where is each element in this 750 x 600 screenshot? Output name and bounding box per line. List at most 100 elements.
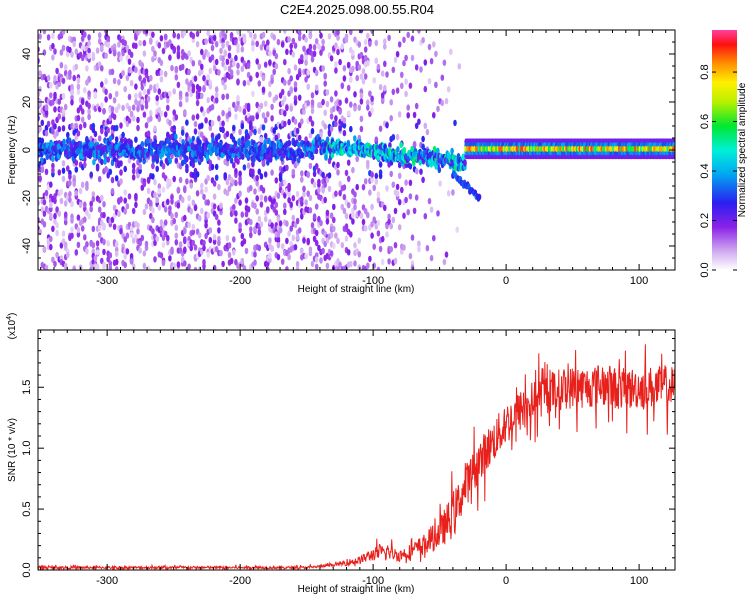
spectrogram-cell xyxy=(276,230,281,238)
spectrogram-cell xyxy=(125,44,130,52)
spectrogram-cell xyxy=(68,179,72,187)
spectrogram-cell xyxy=(51,119,55,126)
spectrogram-cell xyxy=(63,241,68,248)
spectrogram-cell xyxy=(429,58,434,65)
spectrogram-cell xyxy=(391,216,396,224)
spectrogram-cell xyxy=(366,262,370,269)
spectrogram-cell xyxy=(168,119,172,127)
spectrogram-cell xyxy=(408,82,413,89)
spectrogram-cell xyxy=(387,218,391,225)
spectrogram-cell xyxy=(142,77,147,84)
spectrogram-cell xyxy=(232,101,236,109)
spectrogram-cell xyxy=(193,75,198,82)
spectrogram-cell xyxy=(351,166,355,174)
spectrogram-cell xyxy=(174,66,179,74)
spectrogram-cell xyxy=(378,245,383,253)
spectrogram-cell xyxy=(253,202,257,210)
spectrogram-cell xyxy=(168,157,172,165)
spectrogram-cell xyxy=(380,258,385,266)
spectrogram-cell xyxy=(100,194,104,202)
spectrogram-cell xyxy=(397,111,402,118)
spectrogram-cell xyxy=(193,204,198,212)
spectrogram-cell xyxy=(295,217,300,225)
spectrogram-cell xyxy=(387,34,391,41)
spectrogram-cell xyxy=(319,257,323,264)
spectrogram-cell xyxy=(270,245,274,252)
spectrogram-cell xyxy=(359,115,364,123)
spectrogram-cell xyxy=(374,39,379,47)
spectrogram-cell xyxy=(408,163,413,170)
spectrogram-cell xyxy=(257,244,262,252)
spectrogram-cell xyxy=(249,226,253,233)
spectrogram-cell xyxy=(351,49,355,57)
spectrogram-cell xyxy=(385,185,389,192)
spectrogram-cell xyxy=(366,159,370,167)
spectrogram-cell xyxy=(257,144,262,152)
spectrogram-cell xyxy=(210,44,215,52)
spectrogram-cell xyxy=(325,209,330,216)
spectrogram-cell xyxy=(55,67,59,75)
spectrogram-cell xyxy=(202,110,206,117)
spectrogram-cell xyxy=(112,97,117,104)
spectrogram-cell xyxy=(68,46,72,54)
spectrogram-cell xyxy=(338,180,342,187)
spectrogram-cell xyxy=(406,209,411,216)
spectrogram-cell xyxy=(274,201,279,208)
spectrogram-cell xyxy=(293,81,298,88)
spectrogram-cell xyxy=(325,136,330,143)
spectrogram-cell xyxy=(223,33,227,41)
spectrogram-cell xyxy=(370,107,374,114)
spectrogram-cell xyxy=(302,185,306,192)
spectrogram-cell xyxy=(361,68,366,75)
spectrogram-cell xyxy=(61,175,66,182)
spectrogram-cell xyxy=(183,260,187,267)
spectrogram-cell xyxy=(323,123,328,130)
spectrogram-cell xyxy=(87,75,91,83)
spectrogram-cell xyxy=(304,54,308,62)
spectrogram-cell xyxy=(40,206,45,213)
spectrogram-cell xyxy=(63,200,68,207)
spectrogram-cell xyxy=(72,180,76,187)
spectrogram-cell xyxy=(346,249,351,256)
spectrogram-cell xyxy=(212,238,217,245)
spectrogram-cell xyxy=(363,46,368,53)
spectrogram-cell xyxy=(191,32,196,40)
spectrogram-cell xyxy=(312,213,317,220)
spectrogram-cell xyxy=(206,51,210,58)
spectrogram-cell xyxy=(357,41,362,48)
spectrogram-cell xyxy=(368,189,372,196)
spectrogram-cell xyxy=(406,31,411,39)
spectrogram-cell xyxy=(174,211,179,219)
spectrogram-cell xyxy=(338,108,342,115)
spectrogram-cell xyxy=(297,34,302,42)
snr-y-label: SNR (10 * v/v) xyxy=(7,418,18,482)
spectrogram-cell xyxy=(195,190,200,197)
spectrogram-cell xyxy=(59,242,64,249)
y-tick-label: 1.0 xyxy=(21,441,33,456)
spectrogram-cell xyxy=(53,75,57,82)
spectrogram-cell xyxy=(237,138,241,145)
spectrogram-cell xyxy=(121,70,125,77)
spectrogram-cell xyxy=(53,197,57,205)
spectrogram-cell xyxy=(44,264,49,270)
spectrogram-cell xyxy=(321,65,325,72)
spectrogram-cell xyxy=(114,250,119,257)
spectrogram-cell xyxy=(208,83,213,90)
spectrogram-cell xyxy=(168,39,172,46)
x-tick-label: 0 xyxy=(503,575,509,587)
spectrogram-cell xyxy=(83,121,87,129)
spectrogram-cell xyxy=(321,171,325,179)
colorbar-tick-label: 0.0 xyxy=(699,262,711,277)
spectrogram-cell xyxy=(246,79,251,86)
snr-panel: -300 -200 -100 0 100 0.0 0.5 1.0 1.5 Height of … xyxy=(6,313,676,595)
spectrogram-cell xyxy=(263,100,268,107)
spectrogram-cell xyxy=(344,235,349,242)
spectrogram-cell xyxy=(112,155,117,162)
spectrogram-cell xyxy=(180,63,185,70)
spectrogram-cell xyxy=(176,33,181,40)
spectrogram-cell xyxy=(78,123,83,131)
spectrogram-cell xyxy=(238,190,242,197)
y-tick-label: 20 xyxy=(21,96,33,108)
spectrogram-cell xyxy=(234,168,238,175)
spectrogram-cell xyxy=(238,199,242,206)
